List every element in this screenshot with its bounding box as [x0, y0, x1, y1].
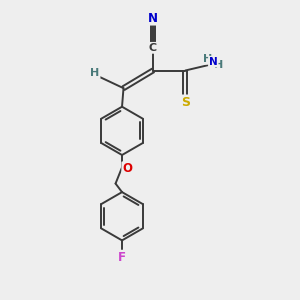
Text: S: S [181, 95, 190, 109]
Text: O: O [122, 162, 132, 175]
Text: N: N [148, 12, 158, 25]
Text: N: N [209, 57, 218, 67]
Text: H: H [214, 60, 223, 70]
Text: H: H [203, 54, 213, 64]
Text: H: H [90, 68, 100, 78]
Text: C: C [149, 43, 157, 53]
Text: F: F [118, 251, 126, 264]
